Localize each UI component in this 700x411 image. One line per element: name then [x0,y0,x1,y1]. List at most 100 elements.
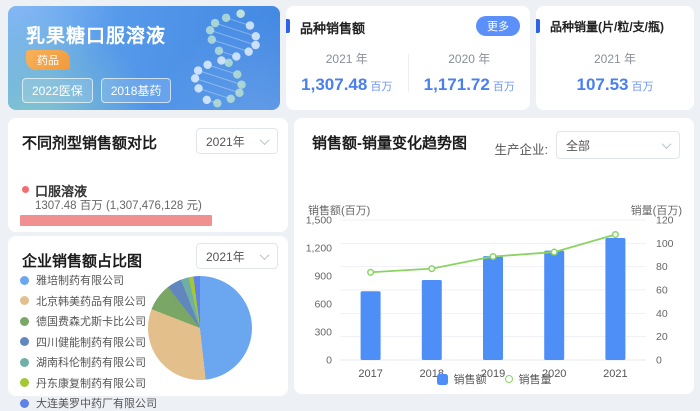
producer-select[interactable]: 全部 [556,131,680,159]
producer-filter-label: 生产企业: [494,143,548,157]
drug-hero-card: 乳果糖口服溶液 药品 2022医保 2018基药 [8,6,280,110]
y-right-tick: 20 [656,331,668,343]
bullet-dot-icon [22,186,29,193]
legend-dot-icon [20,275,29,285]
title-marker [286,19,290,33]
volume-point-2021[interactable] [611,230,619,239]
trend-legend: 销售额 销售量 [294,371,694,387]
variety-volume-card: 品种销量(片/粒/支/瓶) 2021 年 107.53 百万 [536,6,694,110]
company-share-card: 企业销售额占比图 2021年 雅培制药有限公司北京韩美药品有限公司 德国费森尤斯卡… [8,236,288,410]
y-right-tick: 80 [656,261,668,273]
dosage-form-name: 口服溶液 [35,184,88,199]
variety-volume-title: 品种销量(片/粒/支/瓶) [550,20,664,34]
legend-item-volume[interactable]: 销售量 [504,371,552,387]
vertical-divider [407,54,409,92]
trend-chart-card: 销售额-销量变化趋势图 生产企业: 全部 销售额(百万) 销量(百万) 0 300… [294,118,694,394]
right-axis-title: 销量(百万) [630,205,682,217]
legend-dot-icon [20,378,29,387]
sales-bar-2020[interactable] [544,250,565,360]
volume-point-2019[interactable] [489,252,497,261]
volume-point-2017[interactable] [367,268,375,276]
company-share-title: 企业销售额占比图 [22,253,143,270]
dosage-comparison-card: 不同剂型销售额对比 2021年 口服溶液 1307.48 百万 (1,307,4… [8,118,288,232]
legend-item-sales[interactable]: 销售额 [436,371,487,387]
x-tick-2021: 2021 [603,368,627,380]
pie-legend-item[interactable]: 雅培制药有限公司 [20,272,157,288]
drug-type-badge: 药品 [26,50,70,70]
pie-chart[interactable] [148,276,252,380]
dosage-form-value: 1307.48 百万 (1,307,476,128 元) [35,200,202,212]
y-left-tick: 0 [326,355,332,367]
y-right-tick: 40 [656,308,668,320]
select-value: 全部 [566,138,591,153]
volume-point-2020[interactable] [550,248,558,256]
pie-year-select[interactable]: 2021年 [196,243,278,269]
legend-dot-icon [20,357,29,367]
dna-decoration-icon [190,9,260,108]
pie-legend-item[interactable]: 德国费森尤斯卡比公司 [20,313,157,329]
chevron-down-icon [259,134,270,145]
y-right-tick: 120 [656,215,674,227]
select-value: 2021年 [206,249,245,264]
tag-essential-drug: 2018基药 [100,78,172,103]
y-left-tick: 1,200 [306,243,332,255]
x-tick-2017: 2017 [358,368,382,380]
dosage-sales-bar[interactable] [20,215,212,226]
pie-legend-item[interactable]: 北京韩美药品有限公司 [20,293,157,309]
variety-sales-card: 品种销售额 更多 2021 年 1,307.48 百万 2020 年 1,171.… [286,6,530,110]
variety-sales-title: 品种销售额 [300,21,366,36]
title-marker [536,19,540,33]
pie-legend-label: 北京韩美药品有限公司 [36,295,146,308]
sales-2021-stat: 2021 年 1,307.48 百万 [286,50,408,95]
sales-bar-2017[interactable] [360,291,381,360]
sales-2020-stat: 2020 年 1,171.72 百万 [409,50,531,95]
x-tick-2019: 2019 [481,368,505,380]
sales-bar-2018[interactable] [421,280,442,360]
stat-year-label: 2020 年 [448,52,491,66]
pie-legend-label: 四川健能制药有限公司 [36,336,146,349]
tag-medical-insurance: 2022医保 [22,78,93,103]
pie-legend-label: 丹东康复制药有限公司 [36,377,146,390]
stat-value: 1,171.72 百万 [423,75,515,94]
pie-legend: 雅培制药有限公司北京韩美药品有限公司 德国费森尤斯卡比公司 四川健能制药有限公司 湖南… [20,272,157,411]
select-value: 2021年 [206,134,245,149]
dosage-comparison-title: 不同剂型销售额对比 [22,135,158,152]
pie-legend-label: 雅培制药有限公司 [36,275,124,287]
chevron-down-icon [259,249,270,260]
volume-point-2018[interactable] [428,265,436,273]
sales-bar-2021[interactable] [605,237,626,360]
sales-bar-2019[interactable] [483,256,503,360]
trend-chart[interactable]: 0 300 600 900 1,200 1,500 0 20 40 60 80 100 120 2017 2… [298,214,688,382]
pie-legend-label: 湖南科伦制药有限公司 [36,357,146,369]
stat-unit: 百万 [492,81,515,93]
legend-label: 销售额 [453,374,487,386]
bar-swatch-icon [436,373,448,385]
volume-2021-stat: 2021 年 107.53 百万 [536,50,694,95]
pie-legend-label: 德国费森尤斯卡比公司 [36,316,146,328]
trend-chart-title: 销售额-销量变化趋势图 [312,135,467,152]
more-button[interactable]: 更多 [476,16,520,36]
stat-unit: 百万 [370,81,393,93]
legend-dot-icon [20,296,29,305]
x-tick-2020: 2020 [542,368,566,380]
pie-legend-item[interactable]: 丹东康复制药有限公司 [20,375,157,391]
y-left-tick: 600 [314,299,332,311]
pie-legend-item[interactable]: 大连美罗中药厂有限公司 [20,395,157,411]
line-swatch-icon [504,375,513,383]
y-right-tick: 0 [656,355,662,367]
stat-year-label: 2021 年 [593,52,637,66]
pie-legend-item[interactable]: 湖南科伦制药有限公司 [20,354,157,370]
legend-dot-icon [20,398,29,408]
stat-value: 107.53 百万 [576,75,654,94]
legend-dot-icon [20,316,29,326]
stat-value: 1,307.48 百万 [301,75,393,94]
pie-legend-label: 大连美罗中药厂有限公司 [36,398,157,410]
pie-legend-item[interactable]: 四川健能制药有限公司 [20,334,157,350]
y-right-tick: 60 [656,285,668,297]
drug-tags: 2022医保 2018基药 [22,78,172,103]
legend-dot-icon [20,337,29,346]
chevron-down-icon [661,138,672,149]
y-right-tick: 100 [656,238,674,250]
stat-unit: 百万 [631,81,654,93]
dosage-year-select[interactable]: 2021年 [196,128,278,154]
